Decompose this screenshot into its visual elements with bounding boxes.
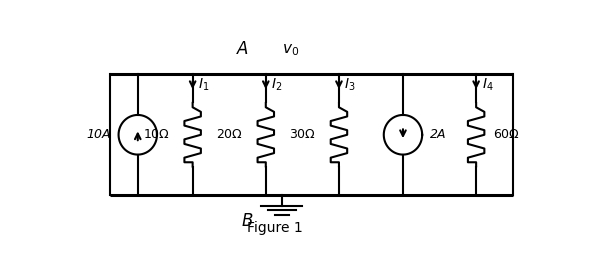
Text: Figure 1: Figure 1 (247, 221, 303, 235)
Text: $I_4$: $I_4$ (481, 76, 493, 93)
Text: 10$\Omega$: 10$\Omega$ (143, 128, 170, 141)
Text: $B$: $B$ (241, 212, 254, 230)
Text: 2$A$: 2$A$ (429, 128, 447, 141)
Text: $A$: $A$ (237, 40, 250, 57)
Text: 60$\Omega$: 60$\Omega$ (493, 128, 520, 141)
Text: $I_3$: $I_3$ (345, 76, 356, 93)
Text: $I_2$: $I_2$ (271, 76, 283, 93)
Text: 20$\Omega$: 20$\Omega$ (216, 128, 243, 141)
Text: $I_1$: $I_1$ (198, 76, 209, 93)
Text: 30$\Omega$: 30$\Omega$ (289, 128, 316, 141)
Text: $v_0$: $v_0$ (282, 42, 299, 57)
Text: 10$A$: 10$A$ (86, 128, 112, 141)
